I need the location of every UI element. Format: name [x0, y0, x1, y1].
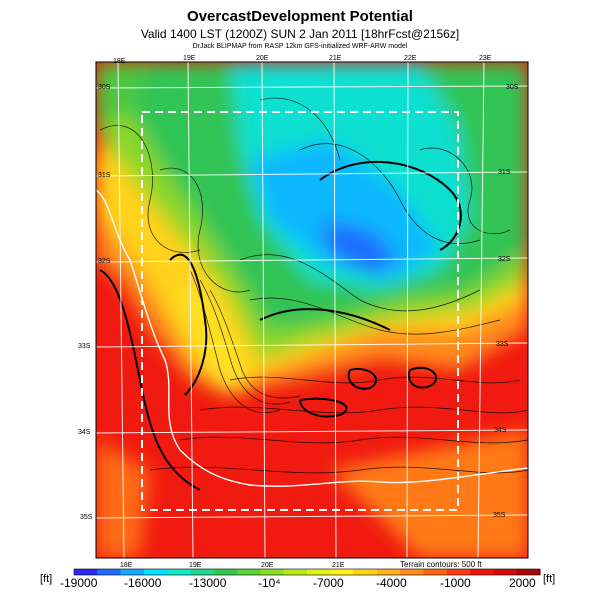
lon-label-bottom: 21E [332, 562, 345, 569]
terrain-contour-note: Terrain contours: 500 ft [400, 560, 482, 569]
lat-label-left: 34S [78, 429, 91, 436]
bold-contours [99, 160, 462, 491]
map-frame [95, 61, 529, 559]
colorbar-swatch [516, 569, 541, 575]
colorbar-tick: -1000 [440, 576, 471, 590]
colorbar-tick: -19000 [60, 576, 98, 590]
map-title: OvercastDevelopment Potential [187, 8, 413, 25]
lat-label-right: 30S [506, 84, 519, 91]
terrain-contours [99, 97, 528, 474]
colorbar-swatch [190, 569, 215, 575]
lon-label-top: 23E [479, 55, 492, 62]
colorbar-swatch [330, 569, 355, 575]
lat-label-left: 31S [98, 172, 111, 179]
lat-label-right: 32S [498, 256, 511, 263]
lat-label-left: 32S [98, 258, 111, 265]
colorbar-tick: -13000 [189, 576, 227, 590]
colorbar-tick: -4000 [376, 576, 407, 590]
colorbar-tick: -7000 [313, 576, 344, 590]
lat-lon-grid [96, 62, 528, 558]
colorbar-swatch [143, 569, 168, 575]
lat-label-right: 31S [498, 169, 511, 176]
lat-label-right: 35S [493, 512, 506, 519]
colorbar-swatch [423, 569, 448, 575]
colorbar-swatch [283, 569, 308, 575]
coastline [96, 189, 528, 487]
lon-label-bottom: 19E [189, 562, 202, 569]
colorbar-tick: -10⁴ [258, 576, 281, 590]
lon-label-bottom: 18E [120, 562, 133, 569]
lat-label-left: 30S [98, 84, 111, 91]
colorbar-swatch [260, 569, 285, 575]
colorbar [73, 568, 541, 576]
overcast-field [96, 62, 528, 558]
colorbar-swatch [353, 569, 378, 575]
colorbar-swatch [470, 569, 494, 575]
colorbar-tick: 2000 [509, 576, 536, 590]
colorbar-swatch [74, 569, 98, 575]
colorbar-swatch [120, 569, 145, 575]
colorbar-swatch [167, 569, 191, 575]
lon-label-top: 20E [256, 55, 269, 62]
colorbar-swatch [446, 569, 471, 575]
lat-label-right: 33S [496, 341, 509, 348]
colorbar-tick: -16000 [124, 576, 162, 590]
lon-label-bottom: 20E [261, 562, 274, 569]
colorbar-swatch [237, 569, 261, 575]
colorbar-unit-left: [ft] [40, 573, 53, 585]
colorbar-frame [73, 568, 541, 576]
lat-label-right: 34S [494, 427, 507, 434]
colorbar-unit-right: [ft] [543, 573, 556, 585]
colorbar-swatch [213, 569, 238, 575]
colorbar-swatch [307, 569, 331, 575]
colorbar-swatch [493, 569, 518, 575]
domain-box [141, 111, 459, 511]
valid-time-subtitle: Valid 1400 LST (1200Z) SUN 2 Jan 2011 [1… [140, 27, 460, 41]
lon-label-top: 22E [404, 55, 417, 62]
colorbar-swatch [400, 569, 424, 575]
lon-label-top: 19E [183, 55, 196, 62]
lon-label-top: 21E [329, 55, 342, 62]
colorbar-swatch [97, 569, 122, 575]
lat-label-left: 33S [78, 343, 91, 350]
lat-label-left: 35S [80, 514, 93, 521]
colorbar-swatch [376, 569, 401, 575]
lon-label-top: 18E [113, 58, 126, 65]
model-source-caption: DrJack BLIPMAP from RASP 12km GFS-initia… [192, 43, 408, 50]
